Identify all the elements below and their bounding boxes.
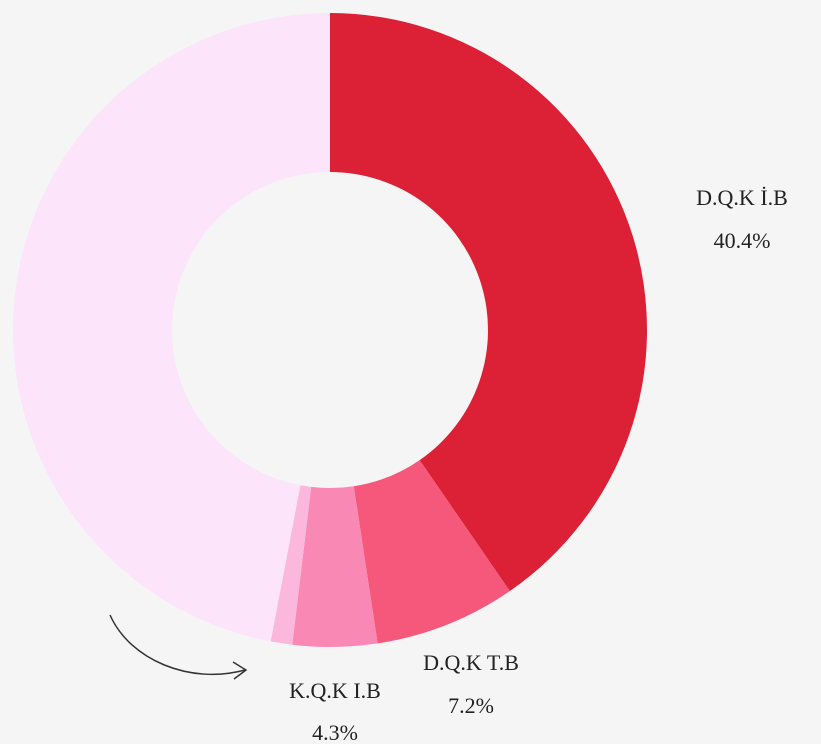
slice-label: D.Q.K T.B: [423, 650, 519, 675]
slice: [292, 486, 378, 647]
slice-label: D.Q.K İ.B: [696, 185, 788, 210]
annotation-arrow: [109, 614, 246, 676]
slices: [12, 13, 647, 647]
slice-value-label: 40.4%: [714, 228, 771, 253]
slice: [330, 13, 647, 592]
slice-value-label: 7.2%: [448, 693, 494, 718]
slice: [270, 485, 312, 645]
slice-label: K.Q.K I.B: [289, 678, 381, 703]
slice: [12, 13, 331, 642]
arrow-head: [232, 661, 248, 680]
slice: [353, 460, 510, 644]
slice-value-label: 4.3%: [312, 720, 358, 744]
